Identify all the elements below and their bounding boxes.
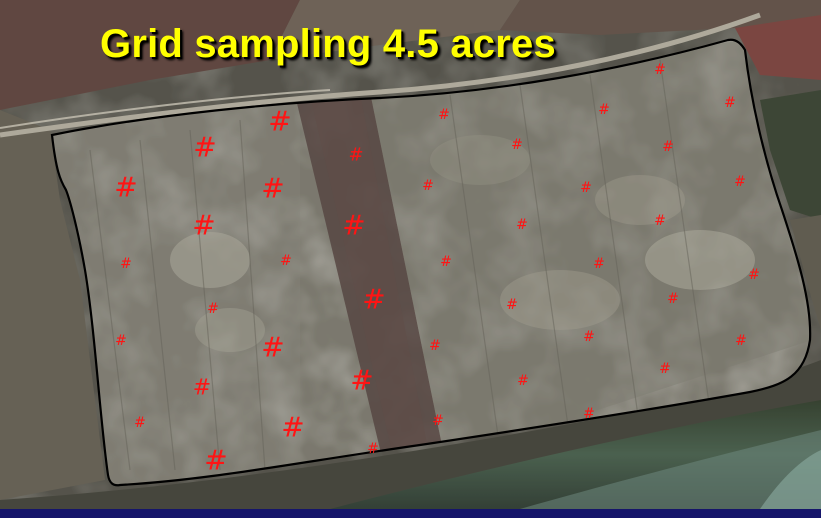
sample-point-marker: # bbox=[115, 333, 127, 349]
sample-point-marker: # bbox=[261, 172, 284, 205]
slide-title: Grid sampling 4.5 acres bbox=[100, 22, 556, 66]
sample-point-marker: # bbox=[207, 301, 219, 317]
sample-point-marker: # bbox=[362, 283, 385, 316]
sample-point-marker: # bbox=[667, 291, 679, 307]
sample-point-marker: # bbox=[422, 178, 434, 194]
sample-point-marker: # bbox=[193, 376, 211, 401]
sample-point-marker: # bbox=[593, 256, 605, 272]
sample-point-marker: # bbox=[120, 256, 132, 272]
sample-point-marker: # bbox=[735, 333, 747, 349]
sample-point-marker: # bbox=[440, 254, 452, 270]
sample-point-marker: # bbox=[598, 102, 610, 118]
sample-point-marker: # bbox=[134, 415, 146, 431]
sample-point-marker: # bbox=[204, 444, 227, 477]
sample-point-marker: # bbox=[583, 406, 595, 422]
sample-point-marker: # bbox=[748, 267, 760, 283]
sample-point-marker: # bbox=[350, 364, 373, 397]
sample-point-marker: # bbox=[654, 213, 666, 229]
sample-point-marker: # bbox=[193, 131, 216, 164]
sample-point-marker: # bbox=[280, 253, 292, 269]
sample-point-marker: # bbox=[438, 107, 450, 123]
sample-point-marker: # bbox=[192, 209, 215, 242]
sample-point-marker: # bbox=[516, 217, 528, 233]
sample-point-marker: # bbox=[580, 180, 592, 196]
sample-point-marker: # bbox=[506, 297, 518, 313]
sample-point-marker: # bbox=[517, 373, 529, 389]
sample-point-marker: # bbox=[281, 411, 304, 444]
sample-point-marker: # bbox=[662, 139, 674, 155]
sample-point-marker: # bbox=[583, 329, 595, 345]
sample-point-marker: # bbox=[268, 105, 291, 138]
sample-point-marker: # bbox=[429, 338, 441, 354]
sample-point-marker: # bbox=[342, 209, 365, 242]
sample-point-marker: # bbox=[659, 361, 671, 377]
sample-point-marker: # bbox=[511, 137, 523, 153]
sample-point-marker: # bbox=[114, 171, 137, 204]
sample-point-marker: # bbox=[348, 145, 363, 166]
sample-point-marker: # bbox=[367, 441, 379, 457]
sample-point-marker: # bbox=[654, 62, 666, 78]
sample-point-marker: # bbox=[724, 95, 736, 111]
sample-point-marker: # bbox=[734, 174, 746, 190]
sample-point-marker: # bbox=[261, 331, 284, 364]
sample-point-marker: # bbox=[432, 413, 444, 429]
